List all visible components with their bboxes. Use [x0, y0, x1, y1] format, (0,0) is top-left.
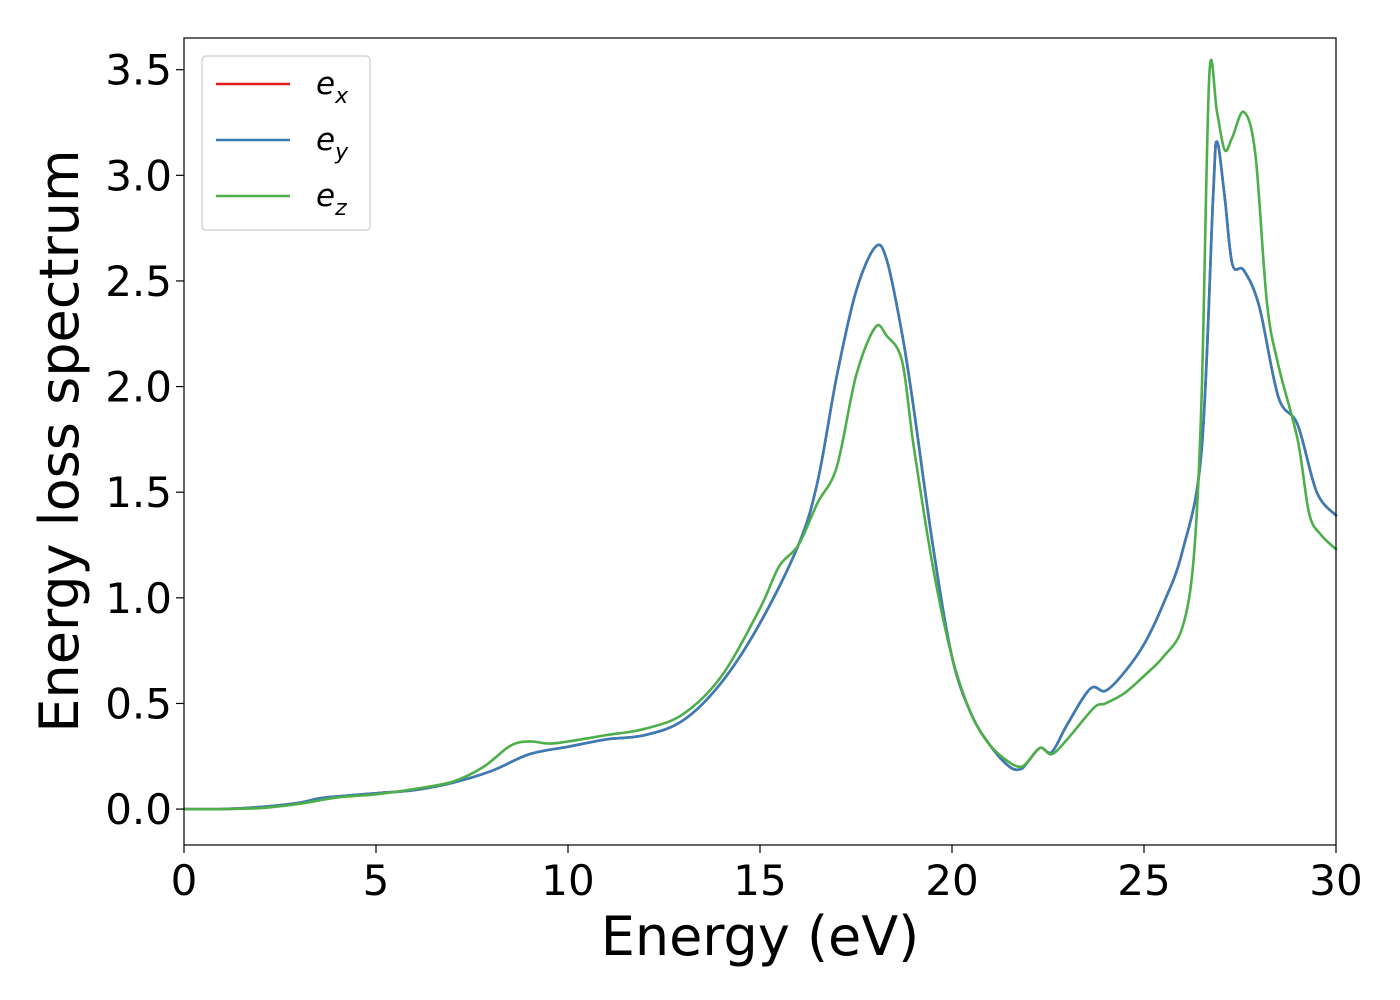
x-tick-label: 5 — [363, 856, 390, 905]
y-tick-label: 1.5 — [105, 468, 172, 517]
ticks-layer: 0 5 10 15 20 25 30 0.0 0.5 1.0 1.5 2.0 2.5 3.0 3.5 — [105, 46, 1363, 905]
x-tick-label: 20 — [925, 856, 978, 905]
x-tick-label: 10 — [541, 856, 594, 905]
x-tick-label: 30 — [1309, 856, 1362, 905]
series-layer — [182, 58, 1338, 811]
y-axis-title: Energy loss spectrum — [28, 149, 91, 732]
legend-box — [201, 55, 371, 231]
legend: ex ey ez — [201, 55, 371, 231]
legend-label-y: ey — [316, 122, 349, 165]
y-tick-label: 0.5 — [105, 679, 172, 728]
x-tick-label: 25 — [1117, 856, 1170, 905]
legend-label-x: ex — [316, 66, 349, 109]
x-tick-label: 0 — [171, 856, 198, 905]
legend-label-z: ez — [316, 178, 347, 221]
y-tick-label: 1.0 — [105, 574, 172, 623]
series-line-x — [182, 140, 1338, 811]
y-tick-label: 0.0 — [105, 785, 172, 834]
y-tick-label: 2.0 — [105, 363, 172, 412]
x-tick-label: 15 — [733, 856, 786, 905]
y-tick-label: 2.5 — [105, 257, 172, 306]
y-tick-label: 3.0 — [105, 151, 172, 200]
y-tick-label: 3.5 — [105, 46, 172, 95]
x-axis-title: Energy (eV) — [601, 905, 920, 968]
series-line-y — [182, 140, 1338, 811]
series-line-z — [182, 58, 1338, 811]
